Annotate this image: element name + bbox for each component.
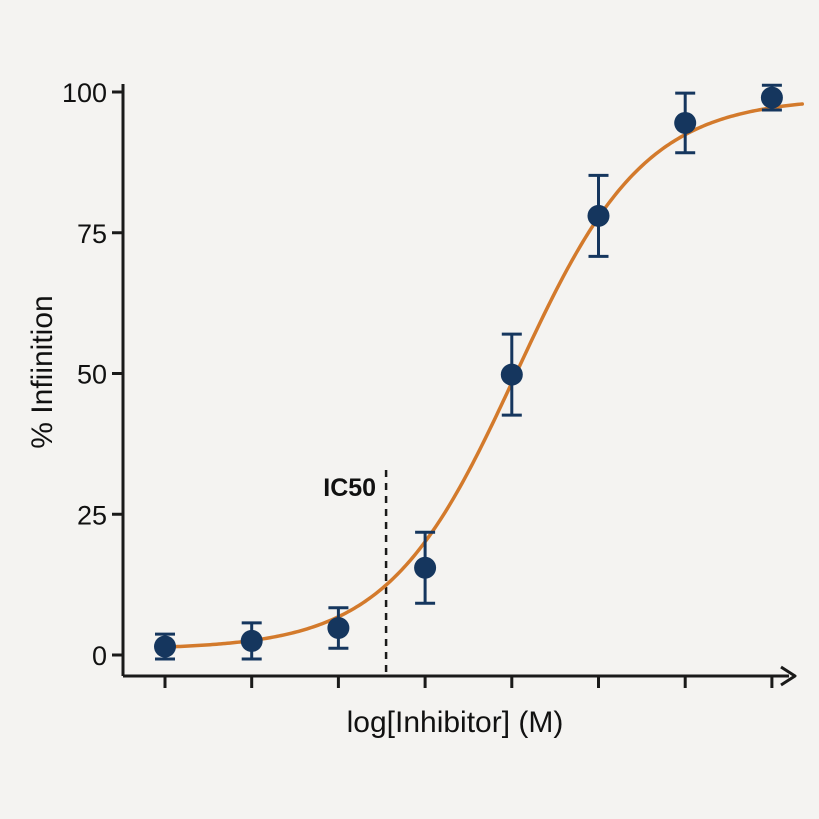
x-axis-title: log[Inhibitor] (M) bbox=[347, 706, 564, 739]
point-marker bbox=[154, 635, 176, 658]
x-axis-arrow bbox=[780, 665, 797, 687]
fit-curve bbox=[154, 102, 804, 650]
y-tick-label: 0 bbox=[92, 641, 107, 671]
point-marker bbox=[674, 111, 697, 134]
point-marker bbox=[327, 616, 350, 639]
y-tick-label: 100 bbox=[62, 78, 107, 108]
data-points bbox=[154, 83, 783, 661]
ic50-label: IC50 bbox=[323, 474, 376, 502]
y-tick-label: 50 bbox=[77, 360, 107, 390]
point-marker bbox=[500, 363, 523, 386]
point-marker bbox=[587, 204, 610, 227]
data-point bbox=[240, 621, 263, 661]
data-point bbox=[327, 606, 350, 650]
data-point bbox=[414, 530, 437, 605]
y-axis: 0 25 50 75 100 bbox=[62, 78, 125, 676]
data-point bbox=[587, 173, 610, 258]
y-tick-label: 75 bbox=[77, 219, 107, 249]
point-marker bbox=[760, 86, 783, 109]
ic50-annotation: IC50 bbox=[323, 470, 388, 676]
data-point bbox=[674, 91, 697, 155]
data-point bbox=[760, 83, 783, 112]
point-marker bbox=[414, 556, 437, 579]
data-point bbox=[154, 632, 176, 661]
data-point bbox=[500, 332, 523, 417]
point-marker bbox=[240, 629, 263, 652]
x-axis bbox=[123, 665, 797, 688]
y-tick-label: 25 bbox=[77, 500, 107, 530]
y-axis-title: % Infiinition bbox=[26, 295, 59, 448]
